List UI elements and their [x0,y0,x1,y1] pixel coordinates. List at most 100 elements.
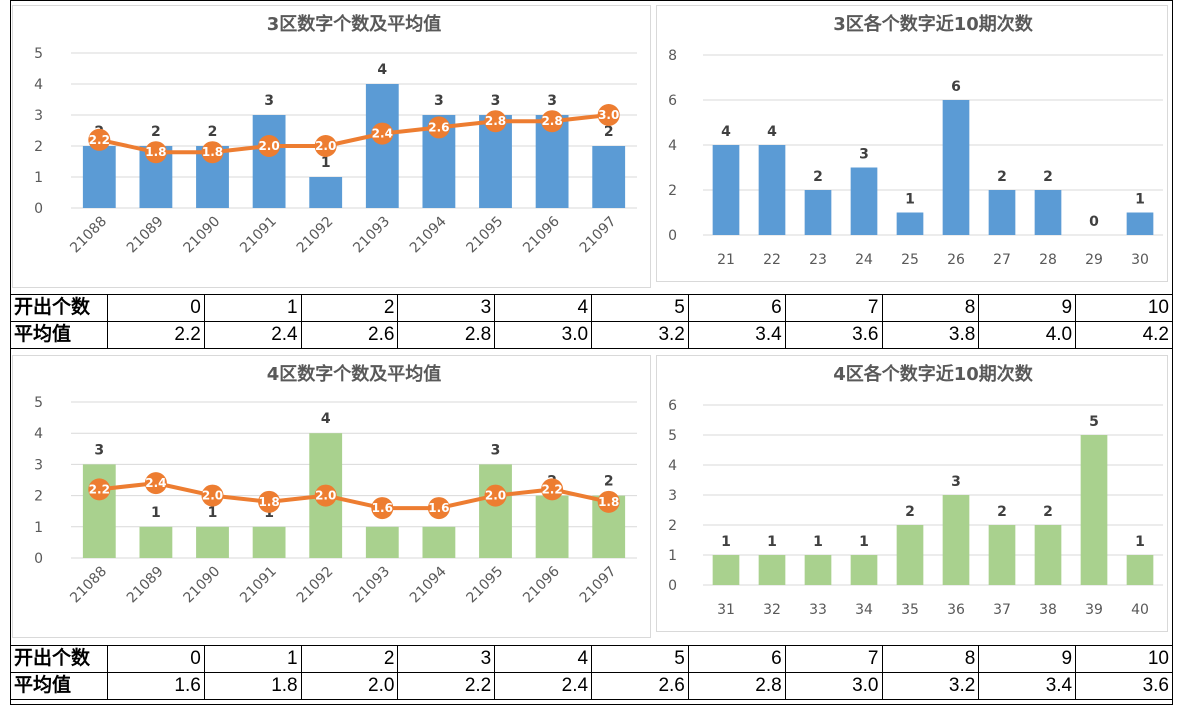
average-line [98,113,609,155]
bar-value-label: 4 [377,62,387,78]
average-value-label: 2.2 [541,482,562,496]
y-tick-label: 5 [34,46,43,62]
bar-value-label: 1 [321,155,331,171]
cell: 2.8 [397,321,496,349]
average-marker [427,116,450,139]
cell: 2.2 [107,321,205,349]
x-tick-label: 39 [1085,602,1103,618]
x-tick-label: 21089 [124,564,167,607]
average-value-label: 1.8 [145,145,166,159]
bar [1126,555,1154,585]
bar [365,84,399,208]
average-value-label: 1.8 [202,145,223,159]
x-tick-label: 21093 [350,214,393,257]
average-marker [144,141,167,164]
bar-value-label: 4 [767,124,777,140]
cell: 0 [107,645,205,673]
y-tick-label: 2 [34,139,43,155]
sheet-frame [10,0,1173,705]
bar-value-label: 1 [721,534,731,550]
y-tick-label: 8 [668,48,677,64]
x-tick-label: 21 [717,252,735,268]
section3-frequency-chart: 3区各个数字近10期次数 0 2 4 6 8 4 4 2 3 1 6 2 2 0 1 21 22 23 24 25 26 2… [656,5,1168,282]
bar-value-label: 2 [604,124,614,140]
cell: 10 [1075,645,1173,673]
bar-value-label: 2 [997,169,1007,185]
y-tick-label: 4 [668,458,677,474]
x-tick-label: 25 [901,252,919,268]
bar-value-label: 2 [813,169,823,185]
bar-value-label: 1 [859,534,869,550]
x-tick-label: 21094 [407,213,450,256]
average-marker [258,490,281,513]
cell: 3.2 [881,672,980,700]
average-marker [88,478,111,501]
bar-value-label: 5 [1089,414,1099,430]
y-tick-label: 3 [34,457,43,473]
y-tick-label: 0 [34,551,43,567]
average-marker [314,135,337,157]
section4-frequency-chart: 4区各个数字近10期次数 0 1 2 3 4 5 6 1 1 1 1 2 3 2 2 5 1 31 32 33 34 35 3… [656,355,1168,632]
bar-value-label: 2 [604,474,614,490]
average-value-label: 2.0 [315,489,336,503]
average-value-label: 2.8 [485,114,506,128]
cell: 2.0 [300,672,399,700]
average-value-label: 2.2 [89,133,110,147]
cell: 2.4 [203,321,302,349]
bar-value-label: 3 [951,474,961,490]
row-header: 平均值 [10,321,108,349]
x-tick-label: 22 [763,252,781,268]
bar-value-label: 2 [997,504,1007,520]
cell: 2 [300,294,399,322]
cell: 9 [978,645,1077,673]
x-tick-label: 32 [763,602,781,618]
x-tick-label: 26 [947,252,965,268]
bar-value-label: 3 [94,442,104,458]
cell: 2.6 [300,321,399,349]
x-tick-label: 34 [855,602,873,618]
x-tick-label: 33 [809,602,827,618]
bar-value-label: 2 [208,124,218,140]
cell: 3.8 [881,321,980,349]
bar [365,526,399,558]
bar [896,525,924,585]
section3-combo-chart-svg: 3区数字个数及平均值012345222314333221088210892109… [34,13,637,257]
average-marker [597,104,620,126]
bar-value-label: 2 [1043,169,1053,185]
average-value-label: 2.0 [315,139,336,153]
bar [896,212,924,235]
x-tick-label: 21095 [464,214,507,257]
average-marker [201,141,224,164]
chart-title: 3区数字个数及平均值 [267,13,442,35]
bar [1034,190,1062,235]
bar [988,525,1016,585]
cell: 1.6 [107,672,205,700]
cell: 5 [591,294,689,322]
cell: 4 [494,645,593,673]
bar-value-label: 1 [767,534,777,550]
cell: 3.6 [1075,672,1173,700]
bar [712,555,740,585]
y-tick-label: 3 [34,108,43,124]
cell: 6 [687,294,786,322]
bar-value-label: 6 [951,79,961,95]
chart-title: 4区数字个数及平均值 [267,363,442,385]
row-header: 开出个数 [10,645,108,673]
y-tick-label: 6 [668,398,677,414]
bar-value-label: 3 [859,147,869,163]
cell: 4 [494,294,593,322]
bar-value-label: 1 [1135,192,1145,208]
x-tick-label: 21088 [67,564,110,607]
cell: 0 [107,294,205,322]
x-tick-label: 21090 [181,214,224,257]
average-value-label: 1.8 [258,495,279,509]
cell: 10 [1075,294,1173,322]
cell: 1 [203,294,302,322]
bar-value-label: 1 [905,192,915,208]
bar [139,526,173,558]
bar [804,555,832,585]
bar [758,555,786,585]
bar-value-label: 3 [491,442,501,458]
average-marker [258,135,281,157]
